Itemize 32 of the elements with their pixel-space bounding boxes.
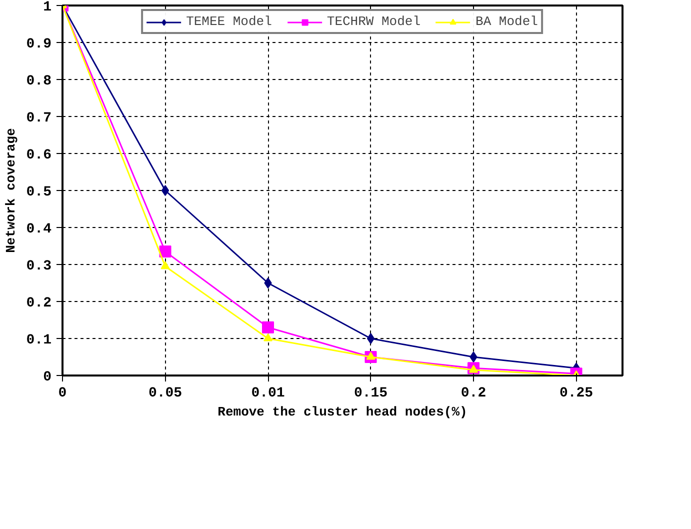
y-tick-label: 0.5 [26,184,52,200]
y-tick-label: 0.8 [26,74,52,90]
y-tick-label: 0.4 [26,222,52,238]
y-tick-label: 0.9 [26,36,52,52]
point [366,333,375,344]
point [159,246,172,258]
x-tick-label: 0.25 [559,386,594,402]
x-tick-label: 0.2 [460,386,486,402]
x-tick-label: 0.05 [148,386,182,402]
y-tick-label: 0.7 [26,110,52,126]
point [262,321,274,334]
y-tick-label: 1 [43,0,52,16]
y-tick-label: 0.1 [26,332,52,348]
x-tick-label: 0 [58,386,67,402]
y-tick-label: 0.3 [26,258,52,274]
point [264,278,272,288]
point [160,261,170,270]
y-axis-title: Network coverage [3,128,18,253]
x-tick-label: 0.15 [354,386,388,402]
y-tick-label: 0 [43,370,52,386]
legend-label: TEMEE Model [186,14,272,29]
y-tick-label: 0.2 [26,296,52,312]
point [469,364,478,373]
legend-label: BA Model [476,14,538,29]
point [161,185,170,196]
x-tick-label: 0.01 [251,386,285,402]
point [366,352,376,360]
y-tick-label: 0.6 [26,148,52,164]
point [264,333,273,342]
legend-label: TECHRW Model [326,14,421,29]
x-axis-title: Remove the cluster head nodes(%) [218,404,468,420]
point [470,352,478,362]
